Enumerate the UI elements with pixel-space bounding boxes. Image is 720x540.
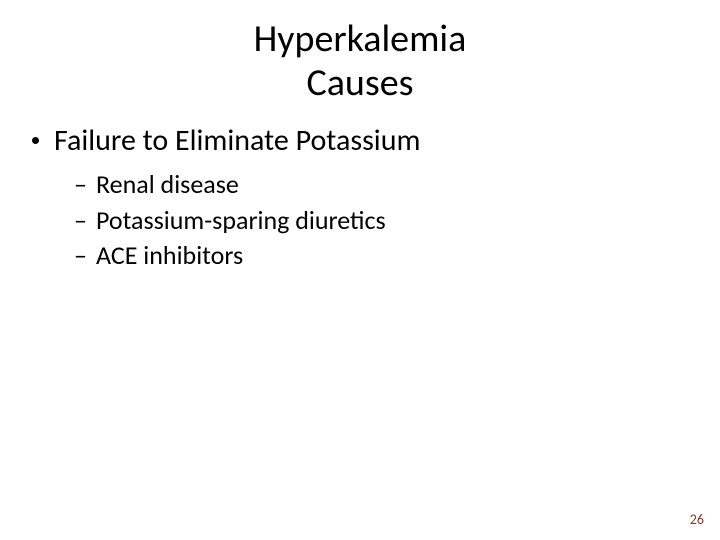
dash-icon: – — [74, 205, 87, 236]
slide-title-block: Hyperkalemia Causes — [0, 0, 720, 105]
bullet-level2-text: Renal disease — [96, 168, 239, 200]
slide-title-line2: Causes — [0, 62, 720, 106]
bullet-level2: – ACE inhibitors — [28, 240, 692, 271]
bullet-level2-text: ACE inhibitors — [96, 239, 243, 271]
bullet-icon — [32, 137, 39, 144]
bullet-level1-text: Failure to Eliminate Potassium — [54, 122, 420, 159]
bullet-level1: Failure to Eliminate Potassium — [28, 123, 692, 159]
slide: Hyperkalemia Causes Failure to Eliminate… — [0, 0, 720, 540]
bullet-level2: – Renal disease — [28, 169, 692, 200]
page-number: 26 — [690, 511, 704, 528]
dash-icon: – — [74, 169, 87, 200]
bullet-level2-text: Potassium-sparing diuretics — [96, 204, 386, 236]
dash-icon: – — [74, 240, 87, 271]
bullet-level2: – Potassium-sparing diuretics — [28, 205, 692, 236]
slide-title-line1: Hyperkalemia — [0, 18, 720, 62]
slide-body: Failure to Eliminate Potassium – Renal d… — [0, 105, 720, 271]
